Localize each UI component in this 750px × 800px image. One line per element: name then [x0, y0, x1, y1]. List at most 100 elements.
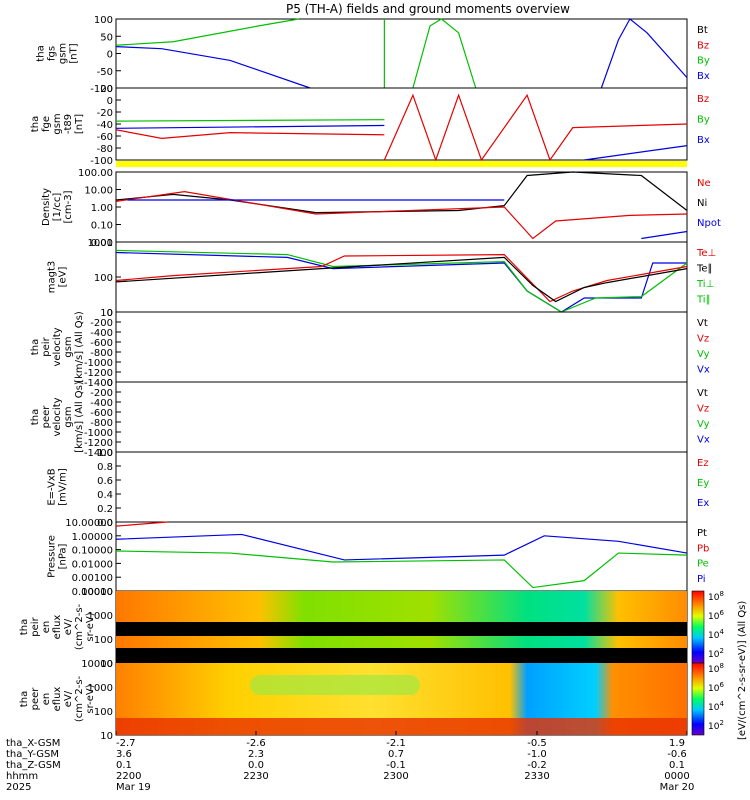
legend-entry: Vt [697, 388, 708, 399]
legend-entry: Npot [697, 218, 721, 229]
panel-frame-fgs [115, 18, 688, 89]
panel-frame-density [115, 171, 688, 243]
peir-spectrogram-black-band [116, 622, 687, 636]
panel-density: 100.00 10.00 1.00 0.10 0.01 Density [1/cc] [cm-… [41, 168, 721, 249]
colorbar-tick-top: 104 [708, 628, 724, 641]
y-axis-label: Density [41, 188, 52, 226]
legend-entry: Vy [697, 349, 710, 360]
y-tick-label: -1400 [84, 448, 113, 459]
y-tick-label: -100 [90, 84, 113, 95]
y-tick-label: -1400 [84, 378, 113, 389]
tick-exponent: 2 [719, 719, 723, 727]
colorbar-tick-bottom: 106 [708, 681, 724, 694]
ne-trace [115, 190, 688, 240]
x-axis-value: 2300 [383, 771, 408, 782]
x-axis-value: -2.6 [246, 738, 266, 749]
legend-entry: By [697, 56, 710, 67]
y-axis-label: en [41, 621, 52, 634]
y-axis-label: [cm-3] [63, 190, 74, 223]
y-tick-label: -50 [97, 67, 113, 78]
y-tick-label: -20 [97, 108, 113, 119]
y-axis-label: [mV/m] [58, 468, 69, 506]
y-axis-label: peer [41, 405, 52, 429]
x-axis-value: 0.0 [248, 760, 264, 771]
y-axis-label: tha [30, 339, 41, 355]
y-tick-label: 0.00100 [72, 573, 113, 584]
y-tick-label: 0.0 [97, 518, 113, 529]
legend-entry: Ti∥ [696, 295, 711, 306]
legend-entry: Bz [697, 94, 709, 105]
x-axis-value: -0.1 [386, 760, 406, 771]
x-axis-value: 0.1 [669, 760, 685, 771]
y-tick-label: 0.8 [97, 462, 113, 473]
y-tick-label: 1.00 [91, 203, 113, 214]
colorbar-tick-top: 108 [708, 590, 724, 603]
by-trace [115, 18, 299, 46]
y-tick-label: -100 [90, 156, 113, 167]
x-axis-value: -2.1 [386, 738, 406, 749]
legend-entry: Vx [697, 365, 710, 376]
y-tick-label: 1000 [88, 238, 113, 249]
y-tick-label: 0 [107, 50, 113, 61]
colorbar-tick-top: 106 [708, 609, 724, 622]
legend-entry: Pb [697, 543, 709, 554]
y-tick-label: -200 [90, 318, 113, 329]
y-tick-label: 10000 [81, 587, 113, 598]
y-tick-label: -1000 [84, 358, 113, 369]
legend-entry: Ex [697, 498, 709, 509]
y-tick-label: -1200 [84, 438, 113, 449]
y-axis-label: E=-VxB [47, 468, 58, 505]
y-tick-label: 0 [107, 96, 113, 107]
y-tick-label: -600 [90, 408, 113, 419]
ni-trace [115, 171, 688, 214]
legend-entry: Bt [697, 25, 708, 36]
bx-trace [115, 124, 385, 129]
x-axis-row-label: tha_X-GSM [6, 738, 60, 749]
colorbar-tick-bottom: 104 [708, 700, 724, 713]
y-axis-label: eflux [52, 687, 63, 712]
y-tick-label: 0.4 [97, 490, 113, 501]
panel-pressure: 10.000001.000000.100000.010000.001000.00… [47, 518, 710, 598]
y-tick-label: 10 [100, 659, 113, 670]
y-axis-label: (cm^2-s- [74, 675, 85, 722]
legend-entry: Pt [697, 528, 707, 539]
bx-trace-2 [584, 145, 688, 161]
y-tick-label: 0.6 [97, 476, 113, 487]
y-axis-label: tha [36, 45, 47, 61]
x-axis-value: 2330 [524, 771, 549, 782]
x-axis-value: 2230 [243, 771, 268, 782]
y-tick-label: -800 [90, 348, 113, 359]
y-tick-label: -80 [97, 144, 113, 155]
y-axis-label: en [41, 693, 52, 706]
panel-frame-peer_velocity [115, 381, 688, 453]
legend-entry: Pe [697, 559, 709, 570]
panel-frame-pressure [115, 521, 688, 592]
y-tick-label: -1200 [84, 368, 113, 379]
y-tick-label: 0.10000 [72, 546, 113, 557]
panel-temperature: 1000 100 10 magt3 [eV] Te⊥ Te∥ Ti⊥ Ti∥ [47, 238, 717, 319]
y-axis-label: gsm [58, 43, 69, 64]
y-axis-label: magt3 [47, 261, 58, 294]
x-axis-value: -0.2 [527, 760, 547, 771]
y-tick-label: 10 [100, 731, 113, 742]
y-axis-label: sr-eV) [85, 612, 96, 641]
panel-fgs: 100 50 0 -50 -100 tha fgs gsm [nT] Bt Bz By Bx [36, 15, 710, 95]
y-axis-label: fge [41, 116, 52, 132]
tick-exponent: 8 [719, 590, 723, 598]
y-tick-label: -200 [90, 388, 113, 399]
legend-entry: Pi [697, 574, 706, 585]
y-tick-label: 100.00 [78, 168, 113, 179]
y-axis-label: sr-eV) [85, 684, 96, 713]
x-axis-row-label: 2025 [6, 782, 31, 793]
y-axis-label: gsm [63, 336, 74, 357]
y-axis-label: tha [30, 409, 41, 425]
y-tick-label: 100 [94, 273, 113, 284]
colorbar-bottom [691, 662, 705, 736]
y-axis-label: gsm [52, 113, 63, 134]
y-axis-label: [nT] [69, 43, 80, 63]
legend-entry: Ez [697, 458, 709, 469]
npot-trace-2 [641, 230, 688, 240]
x-axis-value: Mar 19 [116, 782, 151, 793]
